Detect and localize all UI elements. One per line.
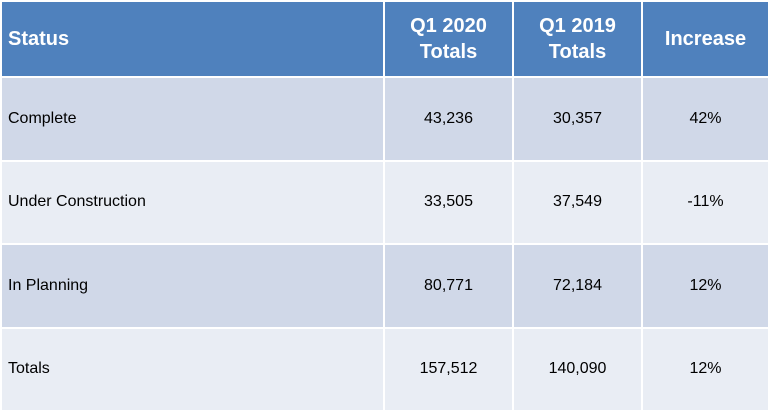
value-cell: 80,771 [383, 243, 514, 329]
value-cell: 72,184 [512, 243, 643, 329]
value-cell: 43,236 [383, 76, 514, 162]
table-header: Status Q1 2020 Totals Q1 2019 Totals Increa… [0, 0, 768, 78]
status-cell: Complete [0, 76, 385, 162]
value-cell: 12% [641, 243, 768, 329]
status-cell: In Planning [0, 243, 385, 329]
table-row: Totals 157,512 140,090 12% [0, 326, 768, 412]
value-cell: 140,090 [512, 326, 643, 412]
header-cell: Q1 2019 Totals [512, 0, 643, 78]
status-cell: Under Construction [0, 159, 385, 245]
header-cell: Q1 2020 Totals [383, 0, 514, 78]
table-body: Complete 43,236 30,357 42% Under Constructio… [0, 76, 768, 412]
status-cell: Totals [0, 326, 385, 412]
header-row: Status Q1 2020 Totals Q1 2019 Totals Increa… [0, 0, 768, 78]
header-cell: Status [0, 0, 385, 78]
value-cell: -11% [641, 159, 768, 245]
header-cell: Increase [641, 0, 768, 78]
value-cell: 157,512 [383, 326, 514, 412]
value-cell: 12% [641, 326, 768, 412]
table-row: In Planning 80,771 72,184 12% [0, 243, 768, 329]
table-row: Complete 43,236 30,357 42% [0, 76, 768, 162]
value-cell: 42% [641, 76, 768, 162]
table-row: Under Construction 33,505 37,549 -11% [0, 159, 768, 245]
value-cell: 30,357 [512, 76, 643, 162]
value-cell: 37,549 [512, 159, 643, 245]
value-cell: 33,505 [383, 159, 514, 245]
